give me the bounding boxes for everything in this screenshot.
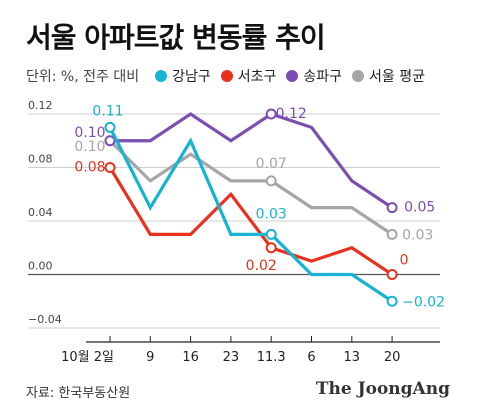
data-point-songpa: [104, 135, 116, 147]
y-tick-label: −0.04: [28, 313, 62, 326]
legend-label-seoul: 서울 평균: [369, 69, 426, 85]
y-tick-label: 0.12: [28, 99, 53, 112]
data-point-seocho: [265, 242, 277, 254]
data-point-seocho: [386, 269, 398, 280]
data-label-gangnam: 0.03: [256, 206, 287, 222]
data-point-gangnam: [265, 228, 277, 240]
data-point-songpa: [386, 202, 398, 214]
data-label-gangnam: −0.02: [402, 294, 445, 310]
x-tick-label: 20: [384, 350, 401, 365]
x-tick-label: 6: [307, 350, 315, 365]
legend-item-songpa: 송파구: [286, 66, 342, 86]
legend: 단위: %, 전주 대비 강남구 서초구 송파구 서울 평균: [26, 66, 435, 86]
data-point-gangnam: [386, 295, 398, 307]
legend-label-songpa: 송파구: [303, 69, 343, 85]
data-point-songpa: [265, 108, 277, 120]
series-line-seocho: [108, 165, 394, 277]
legend-item-gangnam: 강남구: [155, 66, 211, 86]
legend-swatch-gangnam: [155, 70, 168, 82]
data-label-seoul: 0.03: [402, 227, 433, 243]
legend-item-seocho: 서초구: [220, 66, 277, 86]
series-line-gangnam: [108, 125, 394, 303]
y-tick-label: 0.00: [28, 260, 53, 273]
x-tick-label: 9: [146, 350, 154, 365]
data-label-seocho: 0: [400, 253, 409, 269]
unit-label: 단위: %, 전주 대비: [26, 69, 140, 85]
brand-logo: The JoongAng: [315, 379, 450, 399]
legend-swatch-seoul: [352, 70, 365, 82]
y-tick-label: 0.04: [28, 206, 53, 219]
legend-swatch-songpa: [286, 70, 299, 82]
chart-title: 서울 아파트값 변동률 추이: [26, 21, 326, 54]
x-tick-label: 16: [182, 350, 199, 365]
x-tick-label: 11.3: [257, 350, 286, 365]
data-label-seocho: 0.02: [246, 258, 277, 274]
data-label-songpa: 0.12: [276, 106, 307, 122]
data-label-seoul: 0.07: [256, 156, 287, 172]
data-point-seoul: [386, 228, 398, 240]
data-point-seoul: [265, 175, 277, 187]
source-note: 자료: 한국부동산원: [26, 386, 131, 401]
legend-label-gangnam: 강남구: [172, 69, 211, 85]
data-label-gangnam: 0.11: [92, 103, 123, 119]
data-label-songpa: 0.05: [404, 200, 435, 216]
data-point-seocho: [104, 162, 116, 173]
y-tick-label: 0.08: [28, 153, 53, 166]
data-label-seocho: 0.08: [74, 160, 105, 176]
x-tick-label: 13: [344, 350, 361, 365]
x-tick-label: 23: [223, 350, 240, 365]
legend-label-seocho: 서초구: [237, 69, 277, 85]
series-line-seoul: [108, 139, 394, 236]
series-line-songpa: [108, 112, 394, 210]
legend-swatch-seocho: [220, 70, 233, 82]
data-point-gangnam: [104, 121, 116, 133]
x-tick-label: 10월 2일: [61, 350, 114, 365]
data-label-songpa: 0.10: [74, 125, 105, 141]
legend-item-seoul: 서울 평균: [352, 66, 425, 86]
data-label-seoul: 0.10: [74, 139, 105, 155]
